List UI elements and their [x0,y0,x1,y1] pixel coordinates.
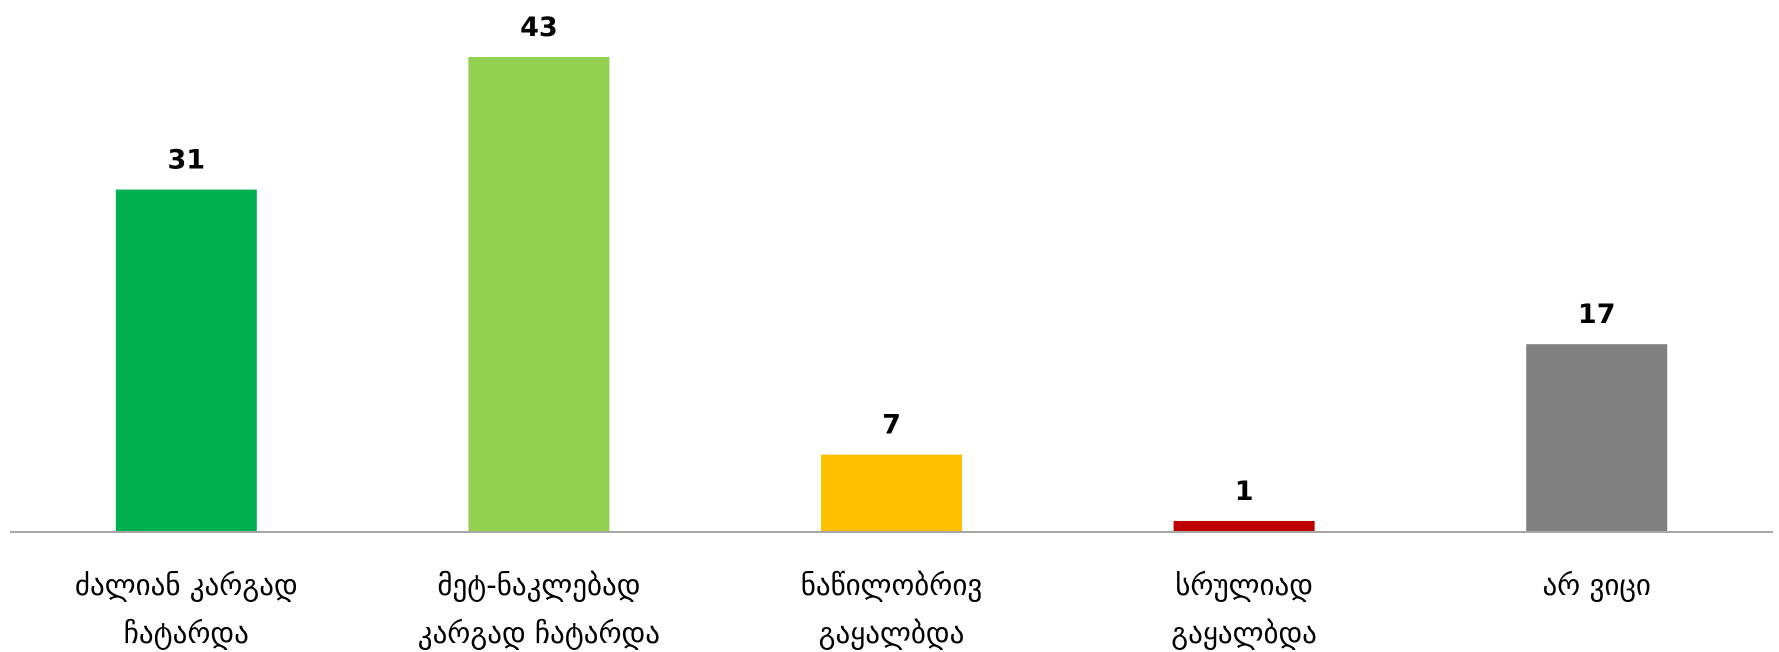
category-label: არ ვიცი [1542,568,1650,602]
category-label: ჩატარდა [124,616,249,650]
category-label: მეტ-ნაკლებად [437,568,640,602]
data-labels-group: 31 43 7 1 17 [168,12,1616,507]
category-label: გაყალბდა [819,616,965,650]
bar [1173,520,1315,532]
category-label: ძალიან კარგად [75,568,298,602]
category-label: ნაწილობრივ [801,568,983,602]
category-label: კარგად ჩატარდა [418,616,660,650]
bar [468,57,610,532]
category-labels-group: ძალიან კარგად ჩატარდა მეტ-ნაკლებად კარგად ჩ… [75,568,1651,650]
bar [821,454,962,532]
bars-group [115,57,1668,532]
category-label: გაყალბდა [1171,616,1317,650]
bar [115,189,257,532]
data-label: 17 [1578,299,1616,330]
data-label: 7 [882,410,901,441]
data-label: 1 [1235,476,1254,507]
data-label: 43 [520,12,558,43]
category-label: სრულიად [1175,568,1313,602]
data-label: 31 [168,145,206,176]
bar [1526,344,1668,532]
